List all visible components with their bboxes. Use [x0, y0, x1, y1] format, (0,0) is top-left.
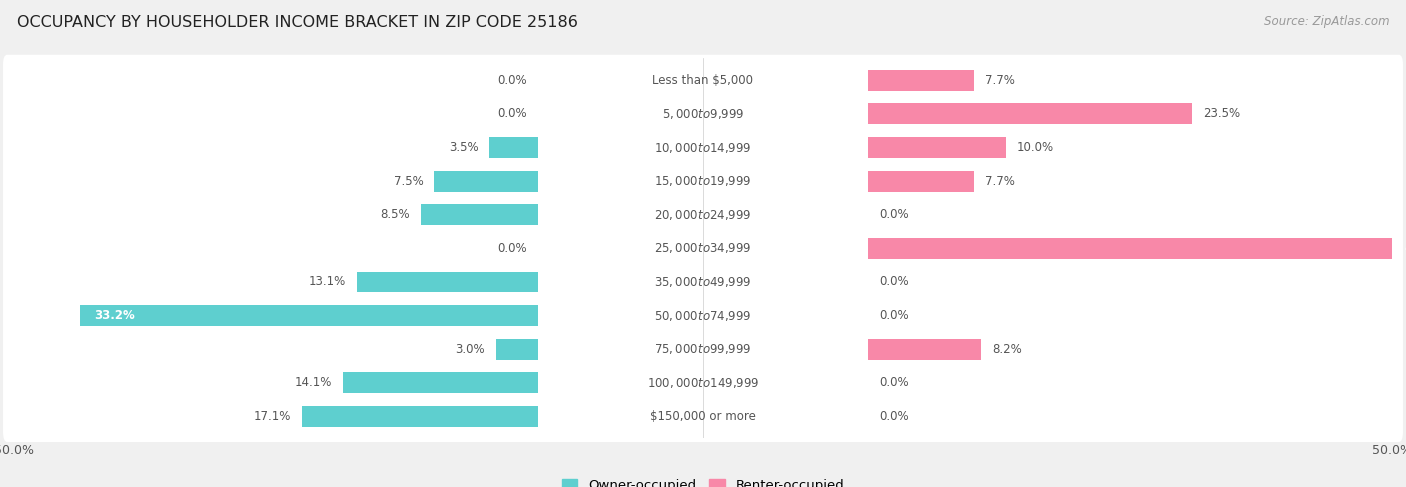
Text: 7.7%: 7.7% — [986, 175, 1015, 187]
Text: 23.5%: 23.5% — [1204, 108, 1240, 120]
Bar — [420, 205, 537, 225]
Bar — [357, 272, 537, 292]
Bar — [302, 406, 537, 427]
Text: $5,000 to $9,999: $5,000 to $9,999 — [662, 107, 744, 121]
FancyBboxPatch shape — [3, 122, 1403, 173]
Text: $10,000 to $14,999: $10,000 to $14,999 — [654, 141, 752, 154]
Text: 0.0%: 0.0% — [879, 309, 910, 322]
Text: $20,000 to $24,999: $20,000 to $24,999 — [654, 208, 752, 222]
Text: $150,000 or more: $150,000 or more — [650, 410, 756, 423]
Text: 0.0%: 0.0% — [879, 276, 910, 288]
Text: 0.0%: 0.0% — [496, 242, 527, 255]
Bar — [434, 171, 537, 191]
FancyBboxPatch shape — [3, 324, 1403, 375]
Bar — [869, 339, 981, 359]
FancyBboxPatch shape — [3, 88, 1403, 139]
Text: 0.0%: 0.0% — [496, 74, 527, 87]
Text: 33.2%: 33.2% — [94, 309, 135, 322]
Bar — [869, 137, 1007, 158]
Text: $50,000 to $74,999: $50,000 to $74,999 — [654, 309, 752, 322]
Bar — [869, 103, 1192, 124]
Text: 0.0%: 0.0% — [879, 208, 910, 221]
FancyBboxPatch shape — [3, 55, 1403, 106]
Legend: Owner-occupied, Renter-occupied: Owner-occupied, Renter-occupied — [561, 480, 845, 487]
FancyBboxPatch shape — [3, 257, 1403, 307]
Bar — [869, 238, 1406, 259]
Bar — [496, 339, 537, 359]
Bar — [869, 171, 974, 191]
Bar — [869, 70, 974, 91]
Text: Source: ZipAtlas.com: Source: ZipAtlas.com — [1264, 15, 1389, 28]
FancyBboxPatch shape — [3, 391, 1403, 442]
FancyBboxPatch shape — [3, 189, 1403, 240]
Text: 17.1%: 17.1% — [253, 410, 291, 423]
FancyBboxPatch shape — [3, 357, 1403, 409]
Text: $35,000 to $49,999: $35,000 to $49,999 — [654, 275, 752, 289]
Text: 0.0%: 0.0% — [879, 376, 910, 389]
Text: $25,000 to $34,999: $25,000 to $34,999 — [654, 242, 752, 255]
FancyBboxPatch shape — [3, 290, 1403, 341]
Text: 7.7%: 7.7% — [986, 74, 1015, 87]
Text: 3.0%: 3.0% — [456, 343, 485, 356]
Text: Less than $5,000: Less than $5,000 — [652, 74, 754, 87]
Text: 0.0%: 0.0% — [879, 410, 910, 423]
Bar — [343, 373, 537, 393]
Text: $75,000 to $99,999: $75,000 to $99,999 — [654, 342, 752, 356]
Text: $100,000 to $149,999: $100,000 to $149,999 — [647, 376, 759, 390]
Text: 13.1%: 13.1% — [309, 276, 346, 288]
Text: 0.0%: 0.0% — [496, 108, 527, 120]
FancyBboxPatch shape — [3, 223, 1403, 274]
Bar — [80, 305, 537, 326]
Text: 8.2%: 8.2% — [993, 343, 1022, 356]
Text: 8.5%: 8.5% — [380, 208, 409, 221]
Text: 14.1%: 14.1% — [295, 376, 332, 389]
FancyBboxPatch shape — [3, 155, 1403, 206]
Text: 3.5%: 3.5% — [449, 141, 478, 154]
Bar — [489, 137, 537, 158]
Text: OCCUPANCY BY HOUSEHOLDER INCOME BRACKET IN ZIP CODE 25186: OCCUPANCY BY HOUSEHOLDER INCOME BRACKET … — [17, 15, 578, 30]
Text: $15,000 to $19,999: $15,000 to $19,999 — [654, 174, 752, 188]
Text: 10.0%: 10.0% — [1017, 141, 1054, 154]
Text: 7.5%: 7.5% — [394, 175, 423, 187]
